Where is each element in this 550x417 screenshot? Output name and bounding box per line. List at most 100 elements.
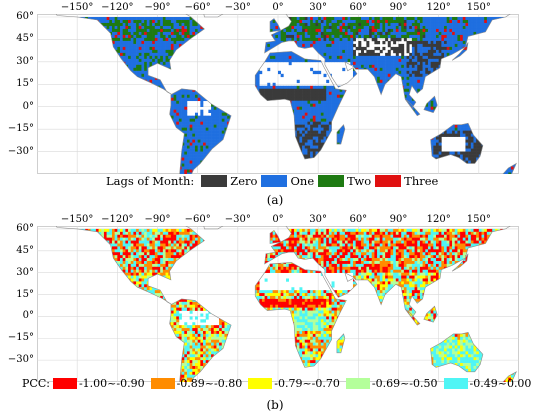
data-cell: [401, 64, 405, 69]
data-cell: [275, 58, 279, 63]
data-cell: [339, 91, 343, 96]
data-cell: [315, 22, 319, 27]
data-cell: [409, 100, 413, 105]
data-cell: [342, 37, 346, 42]
data-cell: [454, 40, 458, 45]
data-cell: [398, 28, 402, 33]
data-cell: [120, 43, 123, 48]
data-cell: [328, 52, 332, 57]
data-cell: [377, 19, 381, 24]
data-cell: [401, 79, 405, 84]
data-cell: [331, 100, 335, 105]
data-cell: [176, 40, 180, 45]
data-cell: [449, 22, 453, 27]
data-cell: [352, 37, 356, 42]
data-cell: [122, 25, 126, 30]
data-cell: [141, 16, 145, 21]
data-cell: [318, 25, 322, 30]
data-cell: [481, 16, 485, 21]
data-cell: [288, 22, 292, 27]
data-cell: [173, 43, 177, 48]
data-cell: [438, 22, 442, 27]
data-cell: [299, 100, 303, 105]
data-cell: [411, 76, 415, 81]
data-cell: [470, 22, 474, 27]
data-cell: [310, 91, 314, 96]
data-cell: [457, 19, 461, 24]
data-cell: [414, 73, 418, 78]
data-cell: [382, 22, 386, 27]
data-cell: [138, 55, 142, 60]
data-cell: [347, 34, 351, 39]
data-cell: [363, 25, 367, 30]
data-cell: [406, 28, 410, 33]
data-cell: [138, 19, 142, 24]
data-cell: [144, 76, 148, 81]
data-cell: [181, 88, 185, 93]
data-cell: [403, 25, 407, 30]
data-cell: [454, 55, 458, 60]
data-cell: [406, 64, 410, 69]
data-cell: [409, 73, 413, 78]
data-cell: [398, 70, 402, 75]
data-cell: [138, 16, 142, 21]
data-cell: [393, 40, 397, 45]
data-cell: [358, 19, 362, 24]
data-cell: [387, 70, 391, 75]
data-cell: [446, 52, 450, 57]
data-cell: [350, 40, 354, 45]
data-cell: [170, 34, 174, 39]
data-cell: [331, 91, 335, 96]
data-cell: [170, 25, 174, 30]
data-cell: [259, 88, 263, 93]
data-cell: [331, 31, 335, 36]
data-cell: [363, 46, 367, 51]
data-cell: [302, 103, 306, 108]
data-cell: [387, 58, 391, 63]
data-cell: [374, 25, 378, 30]
data-cell: [154, 34, 158, 39]
data-cell: [339, 55, 343, 60]
data-cell: [173, 100, 177, 105]
data-cell: [406, 76, 410, 81]
data-cell: [401, 73, 405, 78]
data-cell: [390, 31, 394, 36]
data-cell: [387, 67, 391, 72]
data-cell: [267, 67, 271, 72]
data-cell: [438, 52, 442, 57]
data-cell: [409, 76, 413, 81]
data-cell: [379, 70, 383, 75]
data-cell: [122, 22, 126, 27]
data-cell: [435, 25, 439, 30]
data-cell: [355, 34, 359, 39]
data-cell: [385, 58, 389, 63]
data-cell: [350, 16, 354, 21]
data-cell: [133, 31, 137, 36]
data-cell: [403, 28, 407, 33]
data-cell: [181, 16, 185, 21]
data-cell: [344, 28, 348, 33]
data-cell: [160, 40, 164, 45]
data-cell: [146, 76, 150, 81]
data-cell: [430, 49, 434, 54]
data-cell: [307, 28, 311, 33]
data-cell: [125, 28, 129, 33]
data-cell: [398, 61, 402, 66]
data-cell: [403, 67, 407, 72]
data-cell: [419, 61, 423, 66]
data-cell: [122, 16, 126, 21]
data-cell: [302, 16, 306, 21]
data-cell: [460, 43, 464, 48]
data-cell: [114, 46, 118, 51]
data-cell: [200, 97, 204, 102]
data-cell: [275, 31, 279, 36]
data-cell: [165, 55, 169, 60]
data-cell: [328, 55, 332, 60]
data-cell: [473, 19, 477, 24]
data-cell: [269, 55, 273, 60]
data-cell: [344, 55, 348, 60]
data-cell: [194, 94, 198, 99]
data-cell: [144, 19, 148, 24]
data-cell: [323, 25, 327, 30]
data-cell: [430, 40, 434, 45]
